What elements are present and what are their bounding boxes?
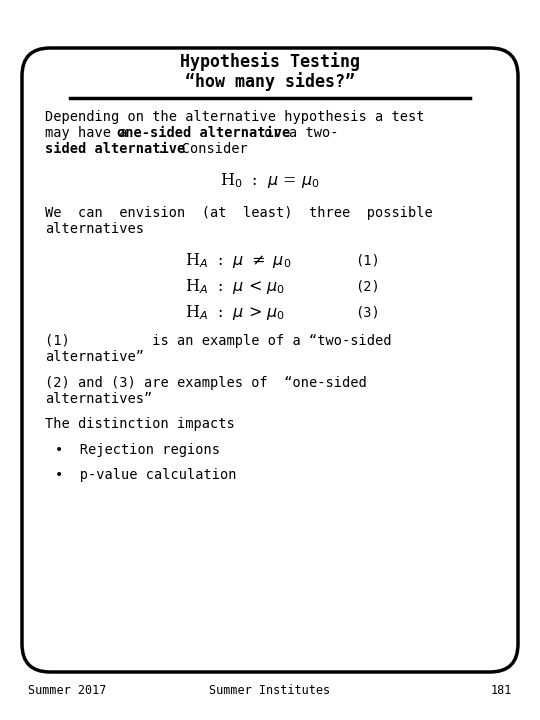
Text: may have a: may have a (45, 126, 136, 140)
Text: Summer 2017: Summer 2017 (28, 683, 106, 696)
Text: .  Consider: . Consider (157, 142, 248, 156)
Text: 181: 181 (491, 683, 512, 696)
Text: sided alternative: sided alternative (45, 142, 185, 156)
Text: •  Rejection regions: • Rejection regions (55, 443, 220, 456)
Text: alternatives: alternatives (45, 222, 144, 236)
Text: Hypothesis Testing: Hypothesis Testing (180, 53, 360, 71)
Text: or a two-: or a two- (256, 126, 339, 140)
Text: (2): (2) (355, 279, 380, 294)
Text: •  p-value calculation: • p-value calculation (55, 469, 237, 482)
Text: alternatives”: alternatives” (45, 392, 152, 405)
Text: H$_A$  :  $\mu$ > $\mu_0$: H$_A$ : $\mu$ > $\mu_0$ (185, 302, 285, 322)
Text: “how many sides?”: “how many sides?” (185, 73, 355, 91)
Text: one-sided alternative: one-sided alternative (117, 126, 291, 140)
FancyBboxPatch shape (22, 48, 518, 672)
Text: (1): (1) (355, 254, 380, 268)
Text: Summer Institutes: Summer Institutes (210, 683, 330, 696)
Text: (2) and (3) are examples of  “one-sided: (2) and (3) are examples of “one-sided (45, 376, 367, 390)
Text: The distinction impacts: The distinction impacts (45, 417, 235, 431)
Text: H$_A$  :  $\mu$ < $\mu_0$: H$_A$ : $\mu$ < $\mu_0$ (185, 277, 285, 296)
Text: alternative”: alternative” (45, 350, 144, 364)
Text: We  can  envision  (at  least)  three  possible: We can envision (at least) three possibl… (45, 206, 433, 220)
Text: Depending on the alternative hypothesis a test: Depending on the alternative hypothesis … (45, 110, 424, 124)
Text: (3): (3) (355, 305, 380, 319)
Text: H$_0$  :  $\mu$ = $\mu_0$: H$_0$ : $\mu$ = $\mu_0$ (220, 171, 320, 191)
Text: (1)          is an example of a “two-sided: (1) is an example of a “two-sided (45, 334, 392, 348)
Text: H$_A$  :  $\mu$ $\neq$ $\mu_0$: H$_A$ : $\mu$ $\neq$ $\mu_0$ (185, 251, 292, 271)
